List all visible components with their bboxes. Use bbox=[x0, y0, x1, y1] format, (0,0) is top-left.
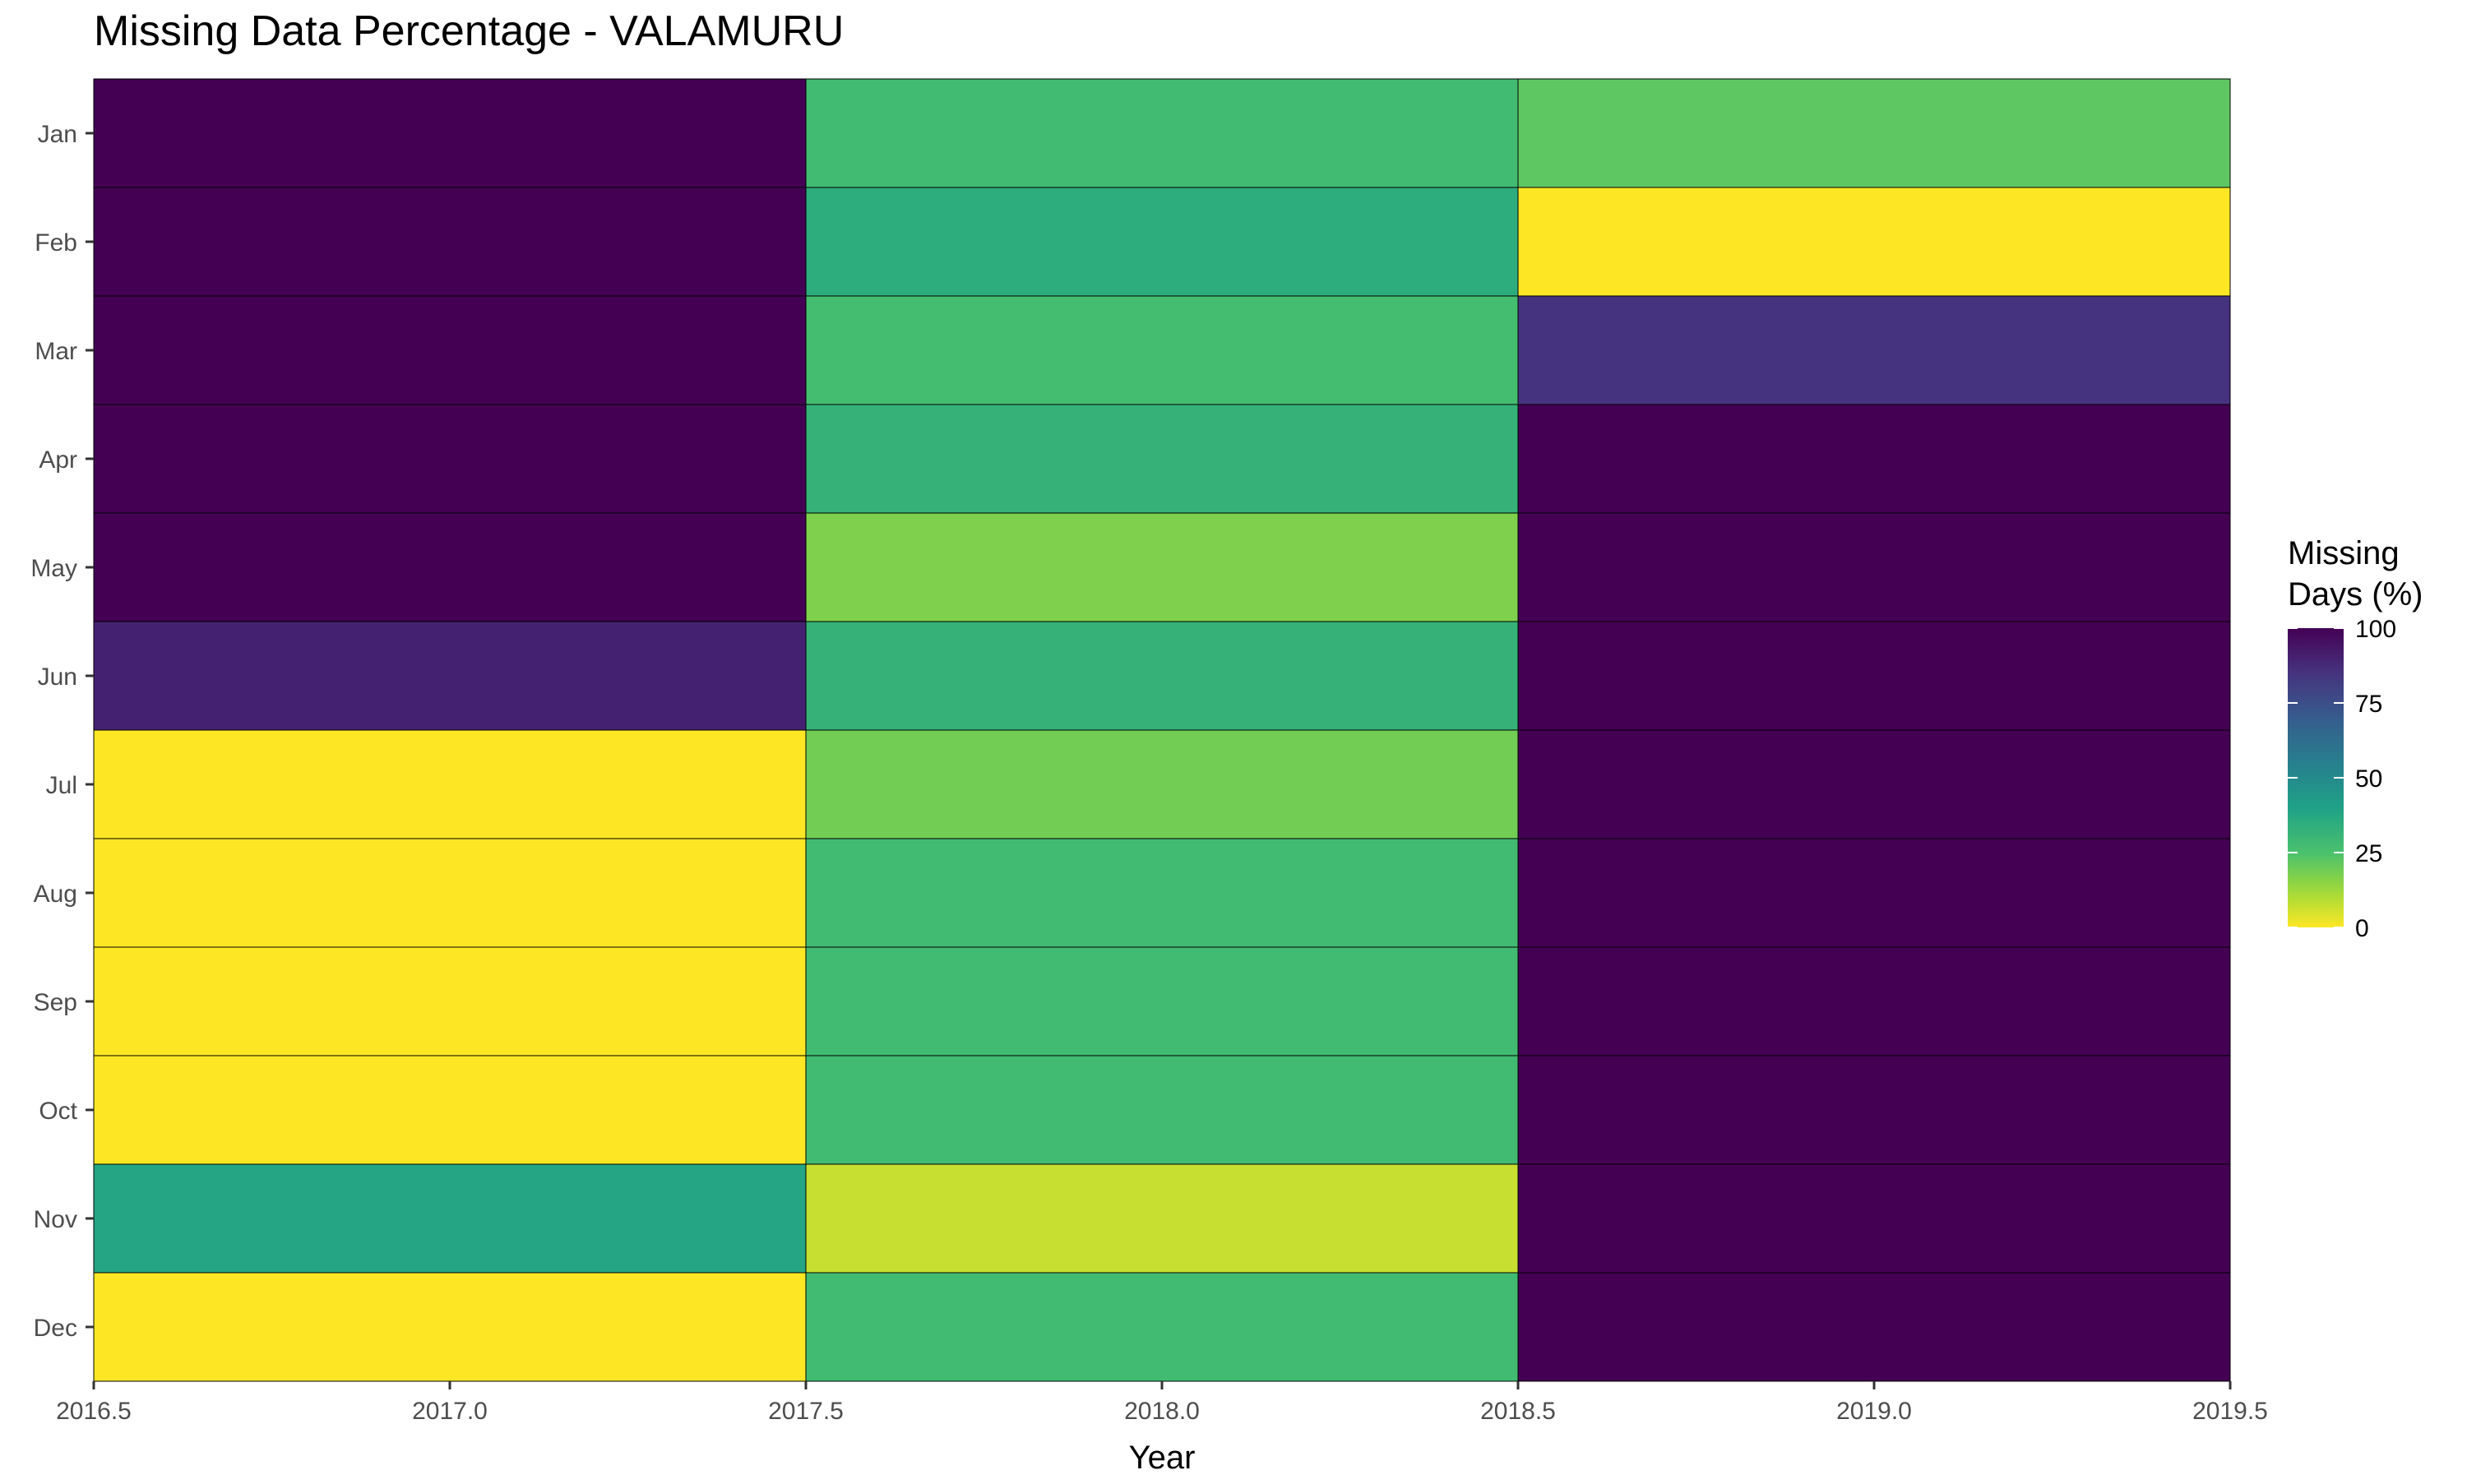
heatmap-cell bbox=[93, 946, 807, 1056]
legend-title-line2: Days (%) bbox=[2288, 576, 2423, 613]
y-tick-label: Apr bbox=[39, 446, 77, 474]
y-tick-label: Mar bbox=[35, 338, 77, 365]
heatmap-cell bbox=[93, 295, 807, 405]
heatmap-cell bbox=[805, 838, 1519, 948]
x-tick-label: 2019.5 bbox=[2192, 1398, 2268, 1425]
y-tick-label: Oct bbox=[39, 1098, 77, 1125]
heatmap-cell bbox=[93, 78, 807, 188]
legend-tick-label: 50 bbox=[2355, 765, 2382, 793]
heatmap-cell bbox=[93, 1055, 807, 1165]
heatmap-cell bbox=[1517, 946, 2231, 1056]
heatmap-cell bbox=[1517, 404, 2231, 514]
heatmap-cell bbox=[1517, 187, 2231, 297]
legend-title-line1: Missing bbox=[2288, 535, 2400, 571]
y-tick-label: Nov bbox=[34, 1206, 77, 1233]
y-tick-label: Jan bbox=[38, 121, 77, 148]
x-tick-label: 2017.5 bbox=[768, 1398, 844, 1425]
heatmap-cell bbox=[93, 838, 807, 948]
y-tick-label: Feb bbox=[35, 229, 77, 257]
heatmap-cell bbox=[805, 187, 1519, 297]
heatmap-cell bbox=[93, 404, 807, 514]
heatmap-cell bbox=[93, 512, 807, 622]
heatmap-cell bbox=[1517, 621, 2231, 731]
x-tick-label: 2018.0 bbox=[1124, 1398, 1200, 1425]
heatmap-cell bbox=[93, 187, 807, 297]
y-tick-label: Aug bbox=[34, 881, 77, 908]
heatmap-cell bbox=[1517, 78, 2231, 188]
heatmap-cell bbox=[805, 404, 1519, 514]
heatmap-cell bbox=[805, 1163, 1519, 1274]
legend-tick-label: 100 bbox=[2355, 616, 2396, 643]
y-tick-label: Sep bbox=[34, 989, 77, 1016]
legend-tick-label: 75 bbox=[2355, 691, 2382, 718]
heatmap-cell bbox=[805, 512, 1519, 622]
legend-tick-label: 25 bbox=[2355, 840, 2382, 867]
heatmap-cell bbox=[93, 1163, 807, 1274]
x-tick-label: 2019.0 bbox=[1836, 1398, 1912, 1425]
heatmap-cell bbox=[805, 1055, 1519, 1165]
heatmap-cell bbox=[805, 78, 1519, 188]
y-tick-label: Jul bbox=[46, 772, 77, 799]
heatmap-cell bbox=[805, 1272, 1519, 1382]
x-axis-title: Year bbox=[1129, 1440, 1196, 1476]
y-tick-label: May bbox=[30, 555, 77, 582]
heatmap-cell bbox=[1517, 1272, 2231, 1382]
heatmap-cell bbox=[805, 729, 1519, 839]
y-tick-label: Jun bbox=[38, 663, 77, 691]
heatmap-cell bbox=[805, 295, 1519, 405]
heatmap-cell bbox=[93, 729, 807, 839]
legend-tick-label: 0 bbox=[2355, 915, 2369, 942]
x-tick-label: 2017.0 bbox=[412, 1398, 488, 1425]
heatmap-cell bbox=[1517, 295, 2231, 405]
heatmap-cell bbox=[93, 1272, 807, 1382]
heatmap-cell bbox=[805, 946, 1519, 1056]
heatmap-cell bbox=[1517, 838, 2231, 948]
heatmap-cell bbox=[1517, 512, 2231, 622]
heatmap-cell bbox=[805, 621, 1519, 731]
heatmap-cell bbox=[1517, 1055, 2231, 1165]
heatmap-cell bbox=[1517, 729, 2231, 839]
x-tick-label: 2016.5 bbox=[56, 1398, 132, 1425]
heatmap-cell bbox=[1517, 1163, 2231, 1274]
x-tick-label: 2018.5 bbox=[1480, 1398, 1556, 1425]
chart-title: Missing Data Percentage - VALAMURU bbox=[94, 7, 845, 55]
heatmap-cell bbox=[93, 621, 807, 731]
y-tick-label: Dec bbox=[34, 1315, 77, 1342]
